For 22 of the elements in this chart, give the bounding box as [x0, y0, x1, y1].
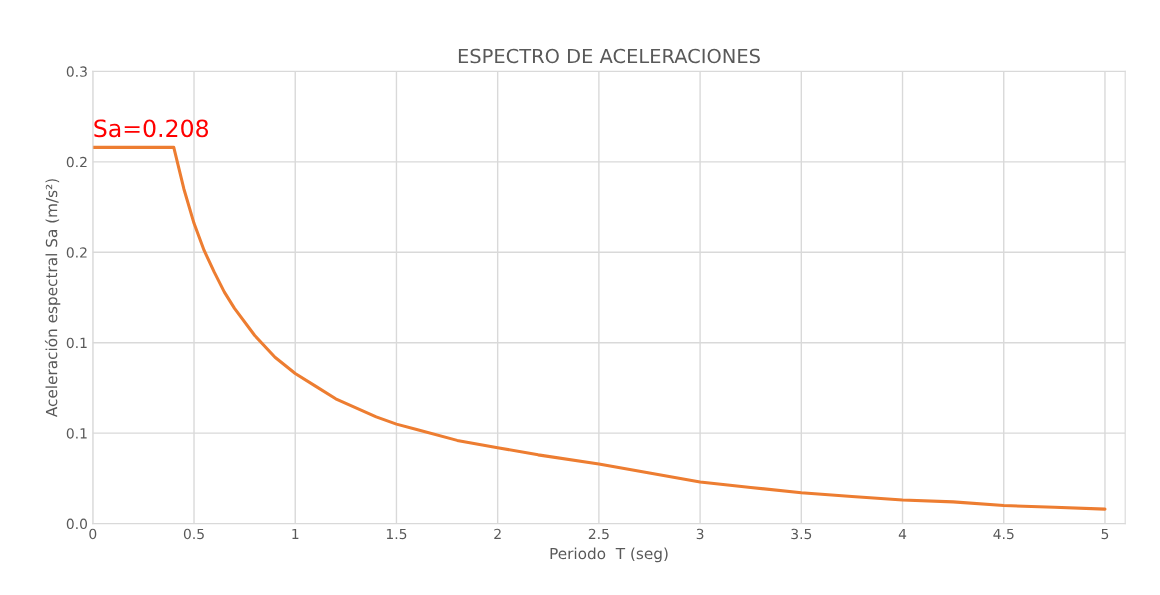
x-tick-label: 3	[696, 528, 704, 540]
line-series	[92, 145, 1107, 511]
y-tick-label: 0.1	[66, 428, 87, 439]
annotation: Sa=0.208	[94, 119, 209, 138]
y-tick-label: 0.2	[66, 247, 87, 258]
x-axis-title: Periodo T (seg)	[550, 547, 668, 563]
x-tick-label: 2	[494, 528, 501, 540]
x-tick-label: 1	[292, 528, 299, 540]
y-tick-label: 0.2	[66, 156, 87, 168]
y-tick-label: 0.1	[66, 337, 87, 349]
x-tick-label: 0	[89, 528, 97, 540]
x-tick-label: 2.5	[588, 528, 609, 540]
x-tick-label: 3.5	[791, 528, 812, 540]
chart-title: ESPECTRO DE ACELERACIONES	[458, 48, 760, 64]
y-axis-title: Aceleración espectral Sa (m/s²)	[44, 179, 61, 418]
x-tick-label: 0.5	[183, 528, 204, 540]
x-tick-label: 5	[1101, 528, 1109, 540]
x-tick-label: 4.5	[993, 528, 1014, 540]
y-tick-label: 0.0	[66, 518, 88, 530]
y-tick-label: 0.3	[66, 66, 87, 77]
x-tick-label: 1.5	[386, 528, 407, 540]
x-tick-label: 4	[898, 528, 907, 540]
